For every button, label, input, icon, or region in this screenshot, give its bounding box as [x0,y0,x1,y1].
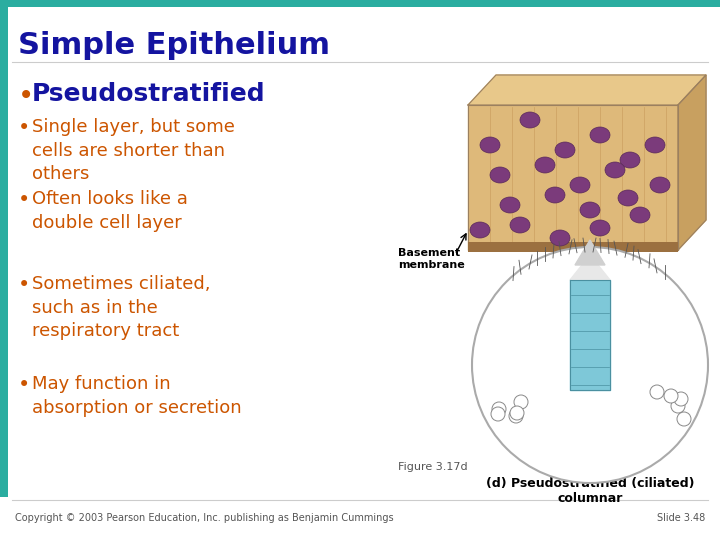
Circle shape [472,247,708,483]
Ellipse shape [590,127,610,143]
Polygon shape [678,75,706,250]
Polygon shape [570,280,610,390]
Circle shape [491,407,505,421]
Text: Pseudostratified: Pseudostratified [32,82,266,106]
Text: •: • [18,82,35,110]
Ellipse shape [520,112,540,128]
Circle shape [509,409,523,423]
Text: Slide 3.48: Slide 3.48 [657,513,705,523]
Polygon shape [575,240,605,265]
Text: (d) Pseudostratified (ciliated): (d) Pseudostratified (ciliated) [486,477,694,490]
Polygon shape [570,255,610,280]
Ellipse shape [535,157,555,173]
Ellipse shape [510,217,530,233]
FancyBboxPatch shape [0,7,8,497]
Ellipse shape [470,222,490,238]
Text: Sometimes ciliated,
such as in the
respiratory tract: Sometimes ciliated, such as in the respi… [32,275,210,340]
Circle shape [677,412,691,426]
Text: •: • [18,190,30,210]
Ellipse shape [645,137,665,153]
Polygon shape [468,75,706,105]
Ellipse shape [630,207,650,223]
Ellipse shape [490,167,510,183]
Circle shape [492,402,506,416]
Circle shape [664,389,678,403]
Text: May function in
absorption or secretion: May function in absorption or secretion [32,375,242,416]
Ellipse shape [605,162,625,178]
Ellipse shape [650,177,670,193]
Polygon shape [468,105,678,250]
Text: Basement
membrane: Basement membrane [398,248,464,271]
Ellipse shape [500,197,520,213]
Text: Often looks like a
double cell layer: Often looks like a double cell layer [32,190,188,232]
Ellipse shape [550,230,570,246]
Circle shape [510,406,524,420]
FancyBboxPatch shape [0,0,720,7]
Ellipse shape [570,177,590,193]
Text: •: • [18,375,30,395]
Text: Simple Epithelium: Simple Epithelium [18,30,330,59]
Text: •: • [18,118,30,138]
Text: columnar: columnar [557,492,623,505]
Ellipse shape [618,190,638,206]
Ellipse shape [555,142,575,158]
Circle shape [671,399,685,413]
Text: Single layer, but some
cells are shorter than
others: Single layer, but some cells are shorter… [32,118,235,183]
Text: Figure 3.17d: Figure 3.17d [398,462,467,472]
Ellipse shape [545,187,565,203]
Ellipse shape [580,202,600,218]
Text: •: • [18,275,30,295]
Ellipse shape [620,152,640,168]
Text: Copyright © 2003 Pearson Education, Inc. publishing as Benjamin Cummings: Copyright © 2003 Pearson Education, Inc.… [15,513,394,523]
Ellipse shape [480,137,500,153]
Ellipse shape [590,220,610,236]
Circle shape [674,392,688,406]
Circle shape [514,395,528,409]
FancyBboxPatch shape [468,242,678,252]
Circle shape [650,385,664,399]
